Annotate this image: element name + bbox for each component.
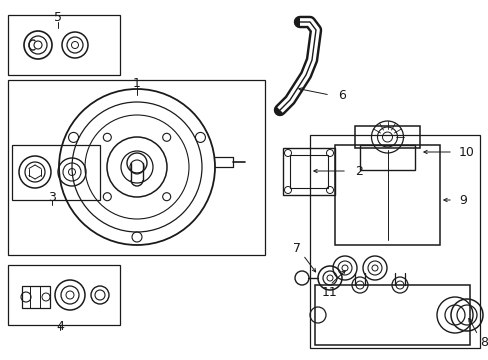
Bar	[8, 265, 120, 325]
Text: 2: 2	[354, 165, 362, 177]
Text: 7: 7	[292, 242, 301, 255]
Bar	[12, 145, 100, 200]
Text: 8: 8	[479, 337, 487, 350]
Bar	[22, 286, 50, 308]
Text: 6: 6	[337, 89, 345, 102]
Text: 5: 5	[54, 10, 62, 23]
Bar	[359, 145, 414, 170]
Text: 3: 3	[48, 190, 56, 203]
Text: 11: 11	[322, 285, 337, 298]
Bar	[354, 126, 419, 148]
Bar	[283, 148, 334, 195]
Text: 4: 4	[56, 320, 64, 333]
Bar	[289, 155, 327, 188]
Text: 1: 1	[133, 77, 141, 90]
Text: 10: 10	[458, 145, 474, 158]
Bar	[334, 145, 439, 245]
Bar	[314, 285, 469, 345]
Text: 9: 9	[458, 194, 466, 207]
Bar	[8, 15, 120, 75]
Bar	[8, 80, 264, 255]
Bar	[309, 135, 479, 348]
